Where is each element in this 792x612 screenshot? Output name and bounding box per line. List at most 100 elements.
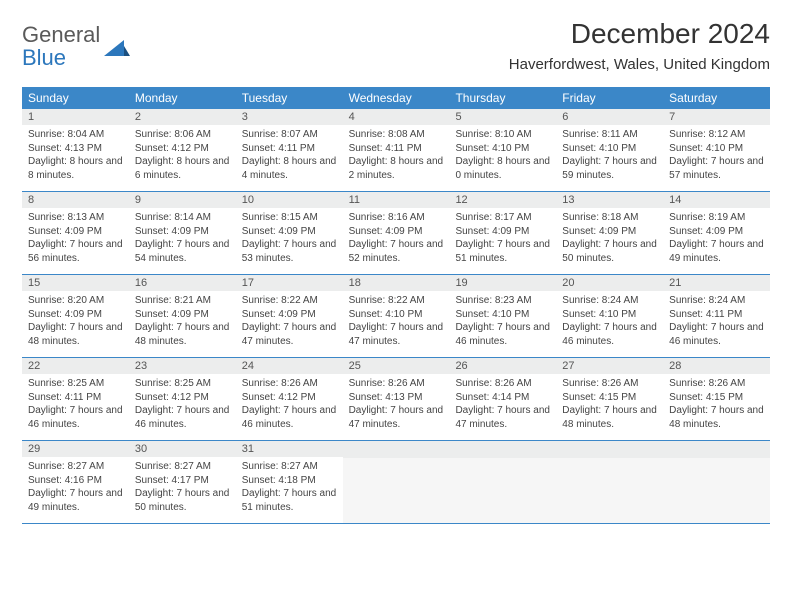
- sunrise-text: Sunrise: 8:19 AM: [669, 211, 764, 225]
- daylight-text: Daylight: 8 hours and 2 minutes.: [349, 155, 444, 182]
- day-body: Sunrise: 8:06 AMSunset: 4:12 PMDaylight:…: [129, 125, 236, 186]
- day-number: 4: [343, 109, 450, 125]
- day-number: 15: [22, 275, 129, 291]
- day-body: Sunrise: 8:25 AMSunset: 4:11 PMDaylight:…: [22, 374, 129, 435]
- sunrise-text: Sunrise: 8:26 AM: [669, 377, 764, 391]
- sunset-text: Sunset: 4:15 PM: [562, 391, 657, 405]
- day-body: Sunrise: 8:25 AMSunset: 4:12 PMDaylight:…: [129, 374, 236, 435]
- daylight-text: Daylight: 7 hours and 57 minutes.: [669, 155, 764, 182]
- sunrise-text: Sunrise: 8:27 AM: [242, 460, 337, 474]
- sunrise-text: Sunrise: 8:24 AM: [562, 294, 657, 308]
- sunrise-text: Sunrise: 8:26 AM: [455, 377, 550, 391]
- sunset-text: Sunset: 4:09 PM: [242, 308, 337, 322]
- day-cell: 26Sunrise: 8:26 AMSunset: 4:14 PMDayligh…: [449, 358, 556, 440]
- sunrise-text: Sunrise: 8:06 AM: [135, 128, 230, 142]
- week-row: 29Sunrise: 8:27 AMSunset: 4:16 PMDayligh…: [22, 441, 770, 524]
- day-body: Sunrise: 8:08 AMSunset: 4:11 PMDaylight:…: [343, 125, 450, 186]
- day-cell: 31Sunrise: 8:27 AMSunset: 4:18 PMDayligh…: [236, 441, 343, 523]
- day-header: Monday: [129, 87, 236, 109]
- daylight-text: Daylight: 7 hours and 46 minutes.: [562, 321, 657, 348]
- day-number: 19: [449, 275, 556, 291]
- sunrise-text: Sunrise: 8:15 AM: [242, 211, 337, 225]
- sunset-text: Sunset: 4:12 PM: [242, 391, 337, 405]
- day-body: [663, 458, 770, 523]
- day-cell: 8Sunrise: 8:13 AMSunset: 4:09 PMDaylight…: [22, 192, 129, 274]
- day-body: [449, 458, 556, 523]
- sunrise-text: Sunrise: 8:10 AM: [455, 128, 550, 142]
- sunrise-text: Sunrise: 8:13 AM: [28, 211, 123, 225]
- header: General Blue December 2024 Haverfordwest…: [22, 18, 770, 73]
- sunrise-text: Sunrise: 8:26 AM: [349, 377, 444, 391]
- day-cell: 4Sunrise: 8:08 AMSunset: 4:11 PMDaylight…: [343, 109, 450, 191]
- day-number: 13: [556, 192, 663, 208]
- week-row: 1Sunrise: 8:04 AMSunset: 4:13 PMDaylight…: [22, 109, 770, 192]
- sunrise-text: Sunrise: 8:11 AM: [562, 128, 657, 142]
- day-cell: 9Sunrise: 8:14 AMSunset: 4:09 PMDaylight…: [129, 192, 236, 274]
- calendar: SundayMondayTuesdayWednesdayThursdayFrid…: [22, 87, 770, 524]
- sunrise-text: Sunrise: 8:26 AM: [562, 377, 657, 391]
- sunrise-text: Sunrise: 8:17 AM: [455, 211, 550, 225]
- day-number: 3: [236, 109, 343, 125]
- sunset-text: Sunset: 4:11 PM: [28, 391, 123, 405]
- sunset-text: Sunset: 4:12 PM: [135, 142, 230, 156]
- day-body: Sunrise: 8:12 AMSunset: 4:10 PMDaylight:…: [663, 125, 770, 186]
- day-body: Sunrise: 8:18 AMSunset: 4:09 PMDaylight:…: [556, 208, 663, 269]
- month-title: December 2024: [509, 18, 770, 50]
- day-header: Friday: [556, 87, 663, 109]
- sunset-text: Sunset: 4:09 PM: [562, 225, 657, 239]
- sunset-text: Sunset: 4:10 PM: [455, 142, 550, 156]
- day-body: Sunrise: 8:11 AMSunset: 4:10 PMDaylight:…: [556, 125, 663, 186]
- daylight-text: Daylight: 7 hours and 52 minutes.: [349, 238, 444, 265]
- daylight-text: Daylight: 8 hours and 4 minutes.: [242, 155, 337, 182]
- daylight-text: Daylight: 7 hours and 48 minutes.: [669, 404, 764, 431]
- day-body: Sunrise: 8:10 AMSunset: 4:10 PMDaylight:…: [449, 125, 556, 186]
- day-body: Sunrise: 8:26 AMSunset: 4:15 PMDaylight:…: [663, 374, 770, 435]
- day-cell: 2Sunrise: 8:06 AMSunset: 4:12 PMDaylight…: [129, 109, 236, 191]
- sunrise-text: Sunrise: 8:14 AM: [135, 211, 230, 225]
- sunrise-text: Sunrise: 8:08 AM: [349, 128, 444, 142]
- daylight-text: Daylight: 7 hours and 59 minutes.: [562, 155, 657, 182]
- week-row: 15Sunrise: 8:20 AMSunset: 4:09 PMDayligh…: [22, 275, 770, 358]
- sunset-text: Sunset: 4:10 PM: [562, 142, 657, 156]
- day-number: 7: [663, 109, 770, 125]
- sunset-text: Sunset: 4:16 PM: [28, 474, 123, 488]
- daylight-text: Daylight: 7 hours and 51 minutes.: [455, 238, 550, 265]
- day-number: 16: [129, 275, 236, 291]
- day-cell: [449, 441, 556, 523]
- sunrise-text: Sunrise: 8:18 AM: [562, 211, 657, 225]
- day-cell: 23Sunrise: 8:25 AMSunset: 4:12 PMDayligh…: [129, 358, 236, 440]
- day-number: [556, 441, 663, 458]
- sunset-text: Sunset: 4:14 PM: [455, 391, 550, 405]
- day-number: 11: [343, 192, 450, 208]
- day-body: Sunrise: 8:24 AMSunset: 4:10 PMDaylight:…: [556, 291, 663, 352]
- sunset-text: Sunset: 4:09 PM: [349, 225, 444, 239]
- day-cell: 6Sunrise: 8:11 AMSunset: 4:10 PMDaylight…: [556, 109, 663, 191]
- day-cell: 5Sunrise: 8:10 AMSunset: 4:10 PMDaylight…: [449, 109, 556, 191]
- sunset-text: Sunset: 4:09 PM: [669, 225, 764, 239]
- day-cell: 21Sunrise: 8:24 AMSunset: 4:11 PMDayligh…: [663, 275, 770, 357]
- day-cell: 16Sunrise: 8:21 AMSunset: 4:09 PMDayligh…: [129, 275, 236, 357]
- week-row: 8Sunrise: 8:13 AMSunset: 4:09 PMDaylight…: [22, 192, 770, 275]
- sunrise-text: Sunrise: 8:27 AM: [135, 460, 230, 474]
- sunset-text: Sunset: 4:13 PM: [349, 391, 444, 405]
- logo-text-block: General Blue: [22, 24, 100, 71]
- day-header: Wednesday: [343, 87, 450, 109]
- day-cell: 13Sunrise: 8:18 AMSunset: 4:09 PMDayligh…: [556, 192, 663, 274]
- day-number: 22: [22, 358, 129, 374]
- sunrise-text: Sunrise: 8:25 AM: [135, 377, 230, 391]
- daylight-text: Daylight: 7 hours and 56 minutes.: [28, 238, 123, 265]
- day-body: Sunrise: 8:26 AMSunset: 4:14 PMDaylight:…: [449, 374, 556, 435]
- sunset-text: Sunset: 4:11 PM: [242, 142, 337, 156]
- title-block: December 2024 Haverfordwest, Wales, Unit…: [509, 18, 770, 73]
- daylight-text: Daylight: 7 hours and 48 minutes.: [562, 404, 657, 431]
- day-body: Sunrise: 8:17 AMSunset: 4:09 PMDaylight:…: [449, 208, 556, 269]
- day-body: Sunrise: 8:16 AMSunset: 4:09 PMDaylight:…: [343, 208, 450, 269]
- sunrise-text: Sunrise: 8:07 AM: [242, 128, 337, 142]
- sunrise-text: Sunrise: 8:24 AM: [669, 294, 764, 308]
- day-cell: 19Sunrise: 8:23 AMSunset: 4:10 PMDayligh…: [449, 275, 556, 357]
- sunset-text: Sunset: 4:09 PM: [242, 225, 337, 239]
- day-body: Sunrise: 8:27 AMSunset: 4:18 PMDaylight:…: [236, 457, 343, 518]
- day-cell: 29Sunrise: 8:27 AMSunset: 4:16 PMDayligh…: [22, 441, 129, 523]
- day-cell: 15Sunrise: 8:20 AMSunset: 4:09 PMDayligh…: [22, 275, 129, 357]
- day-number: 14: [663, 192, 770, 208]
